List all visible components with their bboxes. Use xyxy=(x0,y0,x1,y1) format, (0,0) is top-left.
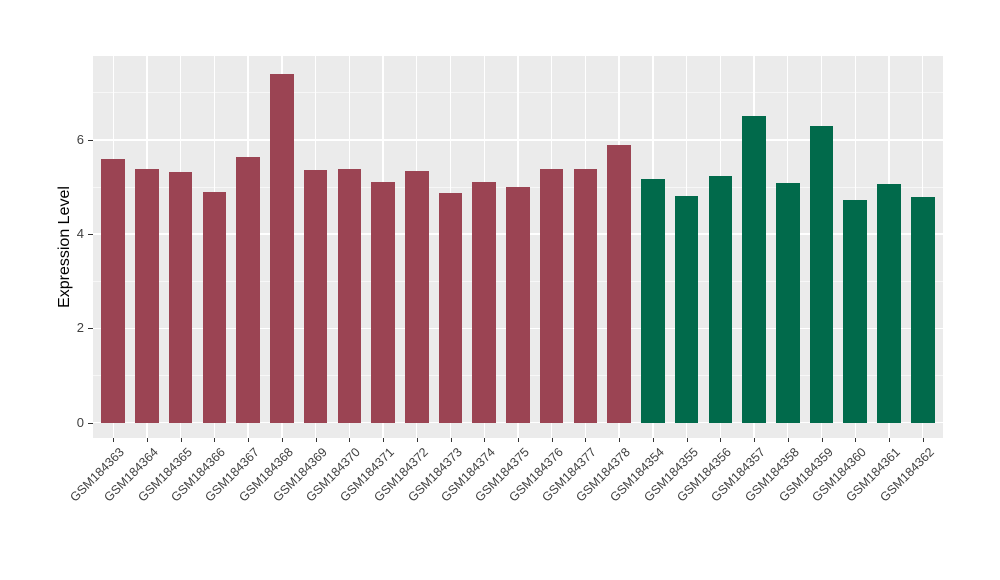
x-axis-tick xyxy=(281,438,283,442)
bar xyxy=(168,172,193,423)
x-axis-tick xyxy=(686,438,688,442)
y-axis-tick xyxy=(88,422,93,424)
y-axis-tick-label: 6 xyxy=(76,132,84,148)
x-axis-tick xyxy=(383,438,385,442)
y-axis-tick xyxy=(88,140,93,142)
x-axis-tick xyxy=(349,438,351,442)
bar xyxy=(910,197,935,423)
bar xyxy=(404,171,429,423)
x-axis-tick xyxy=(551,438,553,442)
bar xyxy=(674,196,699,423)
x-axis-tick xyxy=(652,438,654,442)
bar xyxy=(573,169,598,423)
x-axis-tick xyxy=(888,438,890,442)
y-axis-tick-label: 2 xyxy=(76,320,84,336)
x-axis-tick xyxy=(248,438,250,442)
x-axis-tick xyxy=(113,438,115,442)
bar xyxy=(506,187,530,423)
bar xyxy=(270,74,294,423)
bar xyxy=(236,156,260,423)
bar xyxy=(472,181,497,423)
y-axis-tick-label: 4 xyxy=(76,226,84,242)
bar xyxy=(776,183,800,423)
bar xyxy=(371,181,395,423)
plot-panel xyxy=(93,56,943,438)
x-axis-tick xyxy=(315,438,317,442)
x-axis-tick xyxy=(450,438,452,442)
bar xyxy=(101,158,125,423)
bar xyxy=(607,145,631,423)
x-axis-tick xyxy=(922,438,924,442)
bar xyxy=(641,179,665,423)
y-axis-tick xyxy=(88,328,93,330)
x-axis-tick xyxy=(484,438,486,442)
x-axis-tick xyxy=(821,438,823,442)
bar xyxy=(708,175,733,423)
x-axis-tick xyxy=(416,438,418,442)
bar xyxy=(539,169,564,423)
bar xyxy=(809,125,834,423)
x-axis-tick xyxy=(180,438,182,442)
x-axis-tick xyxy=(754,438,756,442)
x-axis-tick xyxy=(855,438,857,442)
x-axis-tick xyxy=(517,438,519,442)
x-axis-tick xyxy=(585,438,587,442)
x-axis-tick xyxy=(214,438,216,442)
bar xyxy=(303,170,328,423)
bar xyxy=(337,169,362,423)
bar xyxy=(438,193,463,423)
x-axis-tick xyxy=(146,438,148,442)
bar xyxy=(135,169,159,423)
y-axis-tick-label: 0 xyxy=(76,414,84,430)
x-axis-tick xyxy=(619,438,621,442)
bar xyxy=(877,183,901,423)
bar xyxy=(742,115,766,423)
x-axis-tick xyxy=(787,438,789,442)
bar xyxy=(843,199,868,423)
y-axis-title: Expression Level xyxy=(56,186,73,308)
bar xyxy=(202,191,227,423)
x-axis-tick xyxy=(720,438,722,442)
y-axis-tick xyxy=(88,234,93,236)
